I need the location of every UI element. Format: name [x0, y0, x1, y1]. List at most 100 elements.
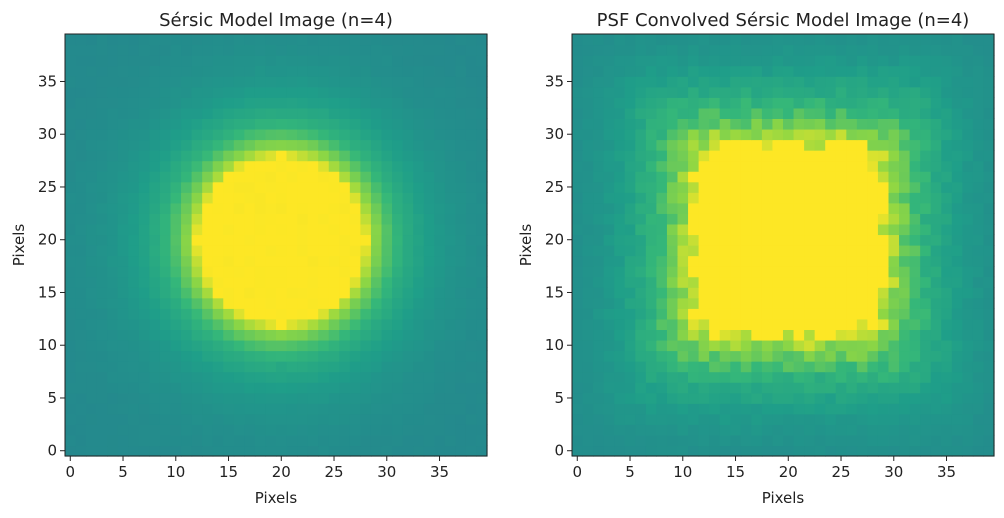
heatmap-cell	[181, 76, 193, 88]
heatmap-cell	[740, 318, 752, 330]
heatmap-cell	[254, 276, 267, 288]
heatmap-cell	[423, 361, 435, 373]
heatmap-cell	[476, 339, 488, 352]
heatmap-cell	[181, 128, 193, 141]
heatmap-cell	[814, 276, 826, 288]
heatmap-cell	[339, 245, 351, 257]
heatmap-cell	[909, 371, 921, 383]
heatmap-cell	[867, 171, 879, 183]
heatmap-cell	[793, 55, 805, 67]
heatmap-cell	[635, 245, 647, 257]
heatmap-cell	[349, 55, 361, 67]
heatmap-cell	[297, 287, 309, 299]
heatmap-cell	[286, 171, 298, 183]
heatmap-cell	[318, 128, 330, 141]
heatmap-cell	[413, 223, 425, 236]
heatmap-cell	[941, 392, 953, 404]
heatmap-cell	[740, 234, 752, 246]
heatmap-cell	[983, 371, 995, 383]
heatmap-cell	[117, 107, 129, 119]
heatmap-cell	[899, 266, 911, 278]
heatmap-cell	[191, 245, 203, 257]
heatmap-cell	[793, 234, 805, 246]
heatmap-cell	[572, 65, 584, 77]
heatmap-cell	[972, 350, 985, 362]
heatmap-cell	[339, 97, 351, 109]
heatmap-cell	[804, 308, 816, 320]
heatmap-cell	[709, 413, 721, 425]
heatmap-cell	[402, 118, 414, 130]
heatmap-cell	[825, 371, 837, 383]
heatmap-cell	[983, 171, 995, 183]
heatmap-cell	[476, 297, 488, 309]
heatmap-cell	[899, 55, 911, 67]
heatmap-cell	[751, 86, 763, 98]
heatmap-cell	[920, 118, 932, 130]
heatmap-cell	[381, 339, 393, 352]
heatmap-cell	[624, 213, 636, 225]
heatmap-cell	[677, 107, 689, 119]
heatmap-cell	[740, 139, 752, 151]
heatmap-cell	[138, 424, 150, 436]
heatmap-cell	[360, 276, 372, 288]
heatmap-cell	[265, 118, 277, 130]
heatmap-cell	[370, 44, 383, 56]
heatmap-cell	[804, 329, 816, 341]
heatmap-cell	[846, 339, 858, 352]
heatmap-cell	[254, 55, 267, 67]
heatmap-cell	[434, 287, 446, 299]
heatmap-cell	[444, 139, 456, 151]
heatmap-cell	[370, 55, 383, 67]
heatmap-cell	[276, 308, 288, 320]
heatmap-cell	[719, 350, 731, 362]
heatmap-cell	[476, 287, 488, 299]
heatmap-cell	[297, 276, 309, 288]
heatmap-cell	[65, 424, 77, 436]
heatmap-cell	[624, 371, 636, 383]
heatmap-cell	[614, 128, 626, 141]
heatmap-cell	[688, 107, 700, 119]
heatmap-cell	[212, 192, 224, 204]
x-tick-label: 10	[673, 463, 692, 481]
heatmap-cell	[75, 97, 87, 109]
heatmap-cell	[413, 392, 425, 404]
heatmap-cell	[677, 223, 689, 236]
heatmap-cell	[761, 403, 774, 415]
heatmap-cell	[740, 266, 752, 278]
heatmap-cell	[825, 76, 837, 88]
heatmap-cell	[159, 128, 172, 141]
heatmap-cell	[434, 55, 446, 67]
heatmap-cell	[444, 202, 456, 214]
heatmap-cell	[951, 160, 963, 172]
heatmap-cell	[677, 308, 689, 320]
heatmap-cell	[339, 213, 351, 225]
heatmap-cell	[814, 318, 826, 330]
heatmap-cell	[265, 234, 277, 246]
heatmap-cell	[233, 382, 245, 394]
heatmap-cell	[392, 107, 404, 119]
heatmap-cell	[159, 202, 172, 214]
heatmap-cell	[307, 424, 319, 436]
heatmap-cell	[719, 55, 731, 67]
heatmap-cell	[170, 339, 182, 352]
heatmap-cell	[899, 424, 911, 436]
heatmap-cell	[476, 139, 488, 151]
heatmap-cell	[909, 128, 921, 141]
heatmap-cell	[941, 118, 953, 130]
heatmap-cell	[751, 128, 763, 141]
heatmap-cell	[444, 361, 456, 373]
heatmap-cell	[572, 160, 584, 172]
heatmap-cell	[888, 403, 900, 415]
heatmap-cell	[254, 329, 267, 341]
heatmap-cell	[804, 266, 816, 278]
heatmap-cell	[476, 192, 488, 204]
heatmap-cell	[128, 308, 140, 320]
heatmap-cell	[297, 192, 309, 204]
heatmap-cell	[603, 339, 615, 352]
heatmap-cell	[909, 171, 921, 183]
heatmap-cell	[318, 361, 330, 373]
heatmap-cell	[265, 308, 277, 320]
heatmap-cell	[582, 234, 594, 246]
heatmap-cell	[709, 287, 721, 299]
heatmap-cell	[455, 266, 467, 278]
